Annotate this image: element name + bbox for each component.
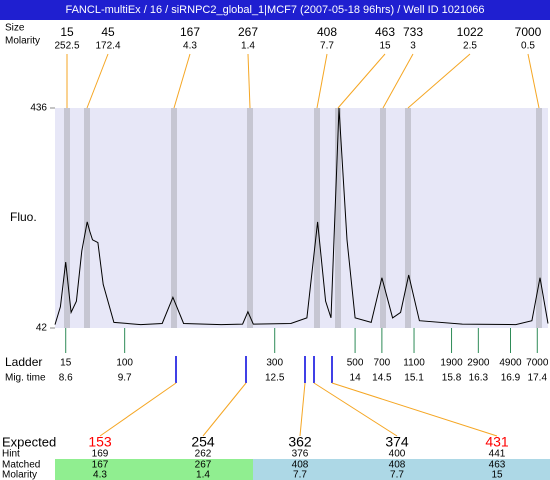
peak-size: 45 (101, 25, 115, 39)
ladder-size: 300 (266, 358, 283, 369)
peak-size: 7000 (515, 25, 542, 39)
matched-molarity: 7.7 (293, 470, 307, 480)
title-bar (0, 0, 550, 20)
row-label: Molarity (2, 470, 37, 480)
matched: 408 (292, 460, 309, 471)
peak-size: 1022 (457, 25, 484, 39)
peak-molarity: 4.3 (183, 41, 197, 52)
peak-band (171, 108, 177, 328)
ladder-size: 7000 (526, 358, 549, 369)
ladder-mig-time: 8.6 (59, 373, 73, 384)
matched-molarity: 7.7 (390, 470, 404, 480)
hint: 262 (195, 449, 212, 460)
ladder-size: 2900 (467, 358, 490, 369)
ladder-mig-time: 16.9 (501, 373, 521, 384)
row-label: Mig. time (5, 373, 46, 384)
peak-size: 167 (180, 25, 200, 39)
matched: 408 (389, 460, 406, 471)
peak-molarity: 172.4 (95, 41, 120, 52)
matched-molarity: 15 (491, 470, 503, 480)
matched: 463 (489, 460, 506, 471)
row-label: Ladder (5, 355, 42, 369)
peak-band (314, 108, 320, 328)
ladder-mig-time: 16.3 (469, 373, 489, 384)
peak-molarity: 2.5 (463, 41, 477, 52)
ladder-size: 500 (347, 358, 364, 369)
matched-molarity: 1.4 (196, 470, 210, 480)
expected-connector (99, 382, 177, 437)
peak-molarity: 1.4 (241, 41, 255, 52)
peak-size: 15 (60, 25, 74, 39)
peak-connector (86, 53, 109, 109)
hint: 169 (92, 449, 109, 460)
expected-connector (202, 382, 247, 437)
matched-molarity: 4.3 (93, 470, 107, 480)
row-label: Hint (2, 449, 20, 460)
expected-size: 362 (288, 434, 312, 450)
expected-connector (299, 382, 306, 437)
row-label: Size (5, 23, 25, 34)
title: FANCL-multiEx / 16 / siRNPC2_global_1|MC… (65, 4, 484, 16)
hint: 376 (292, 449, 309, 460)
ladder-mig-time: 17.4 (528, 373, 548, 384)
peak-connector (527, 53, 540, 109)
hint: 441 (489, 449, 506, 460)
peak-band (335, 108, 341, 328)
peak-band (84, 108, 90, 328)
y-tick-label: 436 (30, 103, 47, 114)
y-tick-label: 42 (36, 323, 48, 334)
ladder-mig-time: 15.8 (442, 373, 462, 384)
plot-area (55, 108, 548, 328)
hint: 400 (389, 449, 406, 460)
row-label: Expected (2, 434, 56, 449)
ladder-mig-time: 9.7 (118, 373, 132, 384)
peak-size: 463 (375, 25, 395, 39)
ladder-mig-time: 12.5 (265, 373, 285, 384)
ladder-size: 1100 (403, 358, 425, 369)
matched-bg-green (55, 459, 253, 480)
peak-band (536, 108, 542, 328)
peak-molarity: 15 (379, 41, 391, 52)
peak-size: 408 (317, 25, 337, 39)
ladder-mig-time: 14.5 (372, 373, 392, 384)
ladder-size: 4900 (499, 358, 522, 369)
matched-bg-blue (253, 459, 550, 480)
y-axis-label: Fluo. (10, 210, 37, 224)
peak-size: 733 (403, 25, 423, 39)
ladder-size: 1900 (440, 358, 463, 369)
peak-band (380, 108, 386, 328)
expected-size: 431 (485, 434, 509, 450)
peak-connector (337, 53, 386, 109)
matched: 167 (92, 460, 109, 471)
ladder-size: 700 (374, 358, 391, 369)
expected-connector (313, 382, 398, 437)
expected-connector (331, 382, 498, 437)
expected-size: 153 (88, 434, 112, 450)
peak-band (247, 108, 253, 328)
peak-molarity: 0.5 (521, 41, 535, 52)
peak-connector (247, 53, 251, 109)
expected-size: 374 (385, 434, 409, 450)
ladder-size: 15 (60, 358, 72, 369)
peak-molarity: 7.7 (320, 41, 334, 52)
peak-connector (382, 53, 414, 109)
peak-molarity: 252.5 (54, 41, 79, 52)
peak-connector (407, 53, 471, 109)
peak-size: 267 (238, 25, 258, 39)
peak-molarity: 3 (410, 41, 416, 52)
peak-band (64, 108, 70, 328)
trace (54, 107, 549, 326)
peak-connector (316, 53, 328, 109)
matched: 267 (195, 460, 212, 471)
peak-band (405, 108, 411, 328)
ladder-size: 100 (116, 358, 133, 369)
ladder-mig-time: 15.1 (404, 373, 424, 384)
expected-size: 254 (191, 434, 215, 450)
ladder-mig-time: 14 (350, 373, 362, 384)
peak-connector (173, 53, 191, 109)
row-label: Molarity (5, 36, 40, 47)
row-label: Matched (2, 460, 40, 471)
